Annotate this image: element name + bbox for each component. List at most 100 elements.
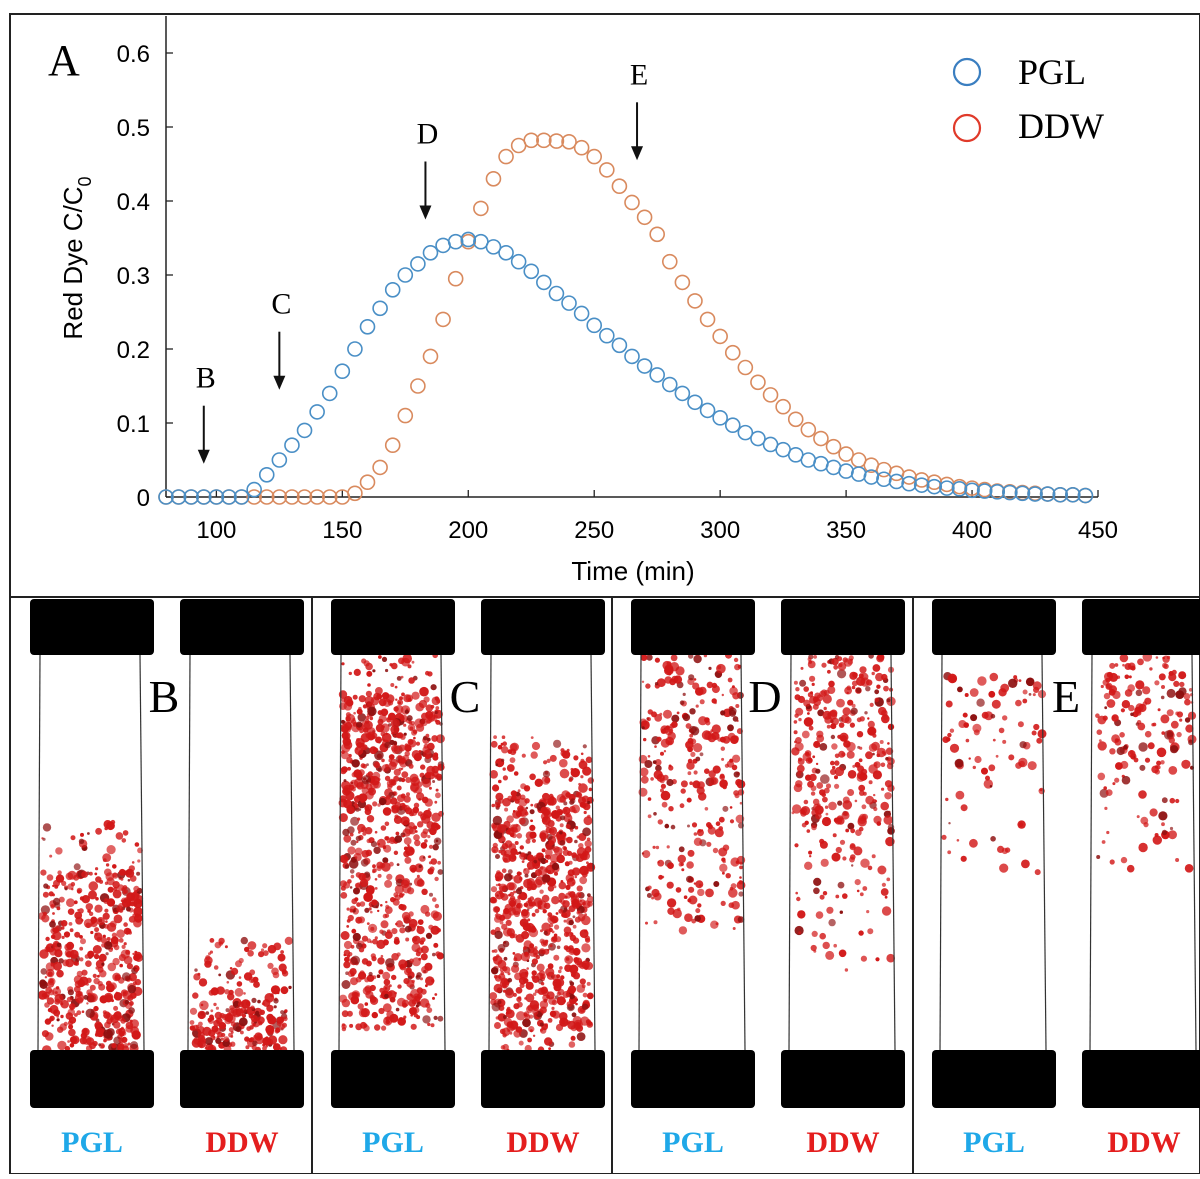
dye-speck (544, 1023, 548, 1027)
dye-speck (524, 798, 530, 804)
dye-speck (539, 1000, 549, 1009)
dye-speck (662, 660, 672, 670)
dye-speck (581, 915, 591, 926)
dye-speck (123, 942, 127, 946)
dye-speck (587, 893, 591, 897)
dye-speck (394, 991, 397, 995)
dye-speck (998, 727, 1005, 734)
dye-speck (354, 992, 360, 998)
column-cap-top (331, 599, 455, 655)
dye-speck (838, 722, 845, 728)
dye-speck (721, 857, 726, 862)
dye-speck (371, 899, 378, 906)
dye-speck (853, 846, 863, 856)
data-point-pgl (410, 256, 426, 272)
data-point-ddw (258, 489, 275, 505)
dye-speck (105, 920, 108, 923)
photo-panel-letter: B (149, 671, 180, 722)
dye-speck (1114, 663, 1119, 667)
data-point-ddw (687, 293, 703, 309)
dye-speck (641, 726, 645, 730)
dye-speck (94, 872, 98, 876)
dye-speck (501, 735, 506, 739)
dye-speck (541, 776, 551, 785)
dye-speck (354, 847, 363, 856)
dye-speck (348, 671, 352, 676)
column-wall-left (37, 654, 41, 1051)
dye-speck (536, 852, 543, 859)
dye-speck (856, 731, 864, 738)
dye-speck (558, 892, 566, 900)
dye-speck (432, 844, 439, 851)
dye-speck (570, 768, 580, 778)
dye-speck (376, 974, 381, 978)
dye-speck (807, 780, 815, 788)
dye-speck (515, 1026, 523, 1033)
dye-speck (548, 1047, 551, 1050)
dye-speck (347, 846, 356, 855)
dye-speck (671, 714, 680, 723)
dye-speck (835, 846, 842, 854)
dye-speck (342, 828, 350, 837)
dye-speck (501, 746, 509, 754)
dye-speck (519, 808, 528, 818)
dye-speck (102, 858, 107, 862)
dye-speck (817, 709, 825, 717)
dye-speck (134, 950, 138, 954)
dye-speck (257, 999, 261, 1004)
dye-speck (424, 772, 432, 779)
column-cap-top (932, 599, 1056, 655)
column-cap-top (180, 599, 304, 655)
dye-speck (1138, 703, 1147, 713)
dye-speck (425, 984, 428, 988)
dye-speck (582, 992, 588, 998)
dye-speck (119, 963, 123, 968)
dye-speck (408, 763, 414, 769)
dye-speck (370, 926, 375, 931)
dye-speck (128, 1007, 135, 1014)
dye-speck (123, 889, 128, 894)
dye-speck (205, 1037, 213, 1046)
dye-speck (1122, 663, 1125, 667)
dye-speck (539, 1022, 544, 1027)
label-ddw: DDW (806, 1126, 879, 1159)
dye-speck (794, 925, 804, 936)
dye-speck (847, 770, 857, 779)
dye-speck (374, 1024, 381, 1031)
dye-speck (1017, 820, 1026, 829)
dye-speck (531, 912, 536, 917)
dye-speck (572, 998, 577, 1003)
dye-speck (391, 974, 397, 981)
dye-speck (411, 750, 421, 759)
dye-speck (49, 854, 53, 858)
dye-speck (346, 925, 350, 928)
dye-speck (559, 823, 564, 828)
dye-speck (555, 912, 559, 915)
data-point-pgl (926, 478, 943, 495)
dye-speck (103, 1029, 113, 1039)
dye-speck (386, 840, 390, 844)
dye-speck (678, 926, 688, 935)
dye-speck (704, 807, 709, 811)
dye-speck (97, 974, 100, 978)
dye-speck (678, 846, 685, 853)
dye-speck (405, 777, 412, 783)
dye-speck (664, 823, 670, 829)
dye-speck (416, 879, 425, 887)
dye-speck (692, 682, 700, 690)
dye-speck (382, 857, 389, 864)
dye-speck (705, 888, 714, 898)
dye-speck (104, 908, 109, 913)
dye-speck (642, 850, 651, 859)
dye-speck (117, 1015, 124, 1022)
dye-speck (262, 999, 271, 1007)
dye-speck (530, 901, 536, 907)
data-point-pgl (636, 358, 653, 374)
dye-speck (104, 924, 109, 929)
dye-speck (400, 734, 406, 740)
dye-speck (729, 819, 735, 824)
dye-speck (661, 875, 665, 879)
x-ticks: 100 150 200 250 300 350 400 450 (196, 490, 1118, 544)
dye-speck (1106, 699, 1116, 708)
dye-speck (79, 976, 89, 986)
